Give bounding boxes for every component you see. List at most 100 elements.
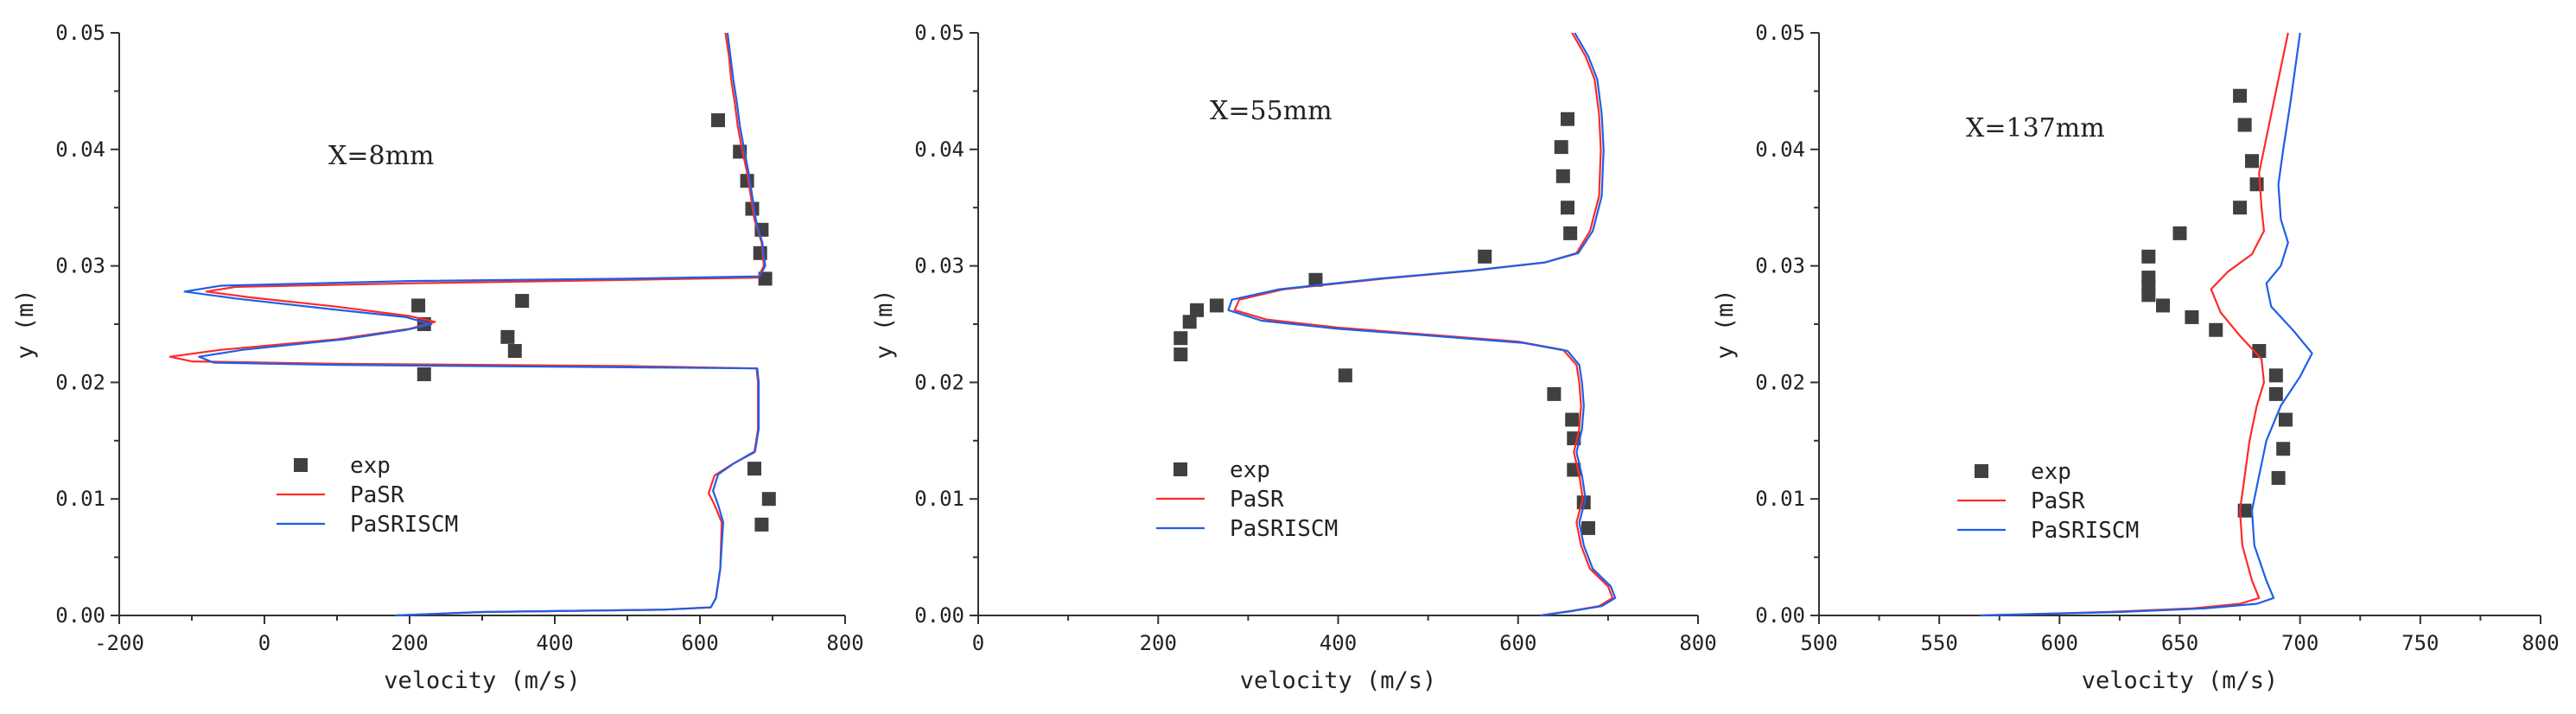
panel-annotation: X=137mm <box>1966 113 2105 143</box>
exp-point <box>711 113 725 128</box>
exp-point <box>1174 331 1188 346</box>
exp-point <box>761 492 776 507</box>
exp-point <box>1338 368 1352 383</box>
x-tick-label: 600 <box>2041 631 2078 655</box>
y-axis-title: y (m) <box>1712 289 1739 359</box>
exp-point <box>1190 303 1205 317</box>
legend-label-pasr: PaSR <box>2031 488 2085 514</box>
exp-point <box>2209 322 2223 337</box>
y-tick-label: 0.03 <box>914 254 964 278</box>
y-tick-label: 0.01 <box>55 487 105 511</box>
exp-point <box>2276 442 2291 456</box>
legend-label-pasriscm: PaSRISCM <box>2031 518 2139 544</box>
legend-label-exp: exp <box>1230 457 1270 483</box>
exp-point <box>1563 226 1578 240</box>
exp-point <box>1209 298 1224 313</box>
pasriscm-line <box>1980 32 2313 617</box>
x-tick-label: 650 <box>2161 631 2198 655</box>
exp-point <box>2141 288 2156 303</box>
chart-panel-2: 0 200 400 600 800 0.00 0.01 0.02 0.03 0.04 0.05 vel… <box>871 21 1717 694</box>
x-tick-label: 0 <box>258 631 270 655</box>
x-axis-title: velocity (m/s) <box>2082 667 2279 694</box>
exp-point <box>2268 368 2283 383</box>
exp-point <box>2245 154 2259 169</box>
pasr-line <box>1980 32 2289 617</box>
exp-point <box>507 344 522 359</box>
exp-point <box>2233 88 2248 103</box>
x-tick-label: 600 <box>1499 631 1536 655</box>
exp-point <box>754 517 769 532</box>
exp-point <box>1547 386 1562 401</box>
x-tick-label: 0 <box>972 631 984 655</box>
pasr-line <box>169 32 765 617</box>
series-exp <box>2141 88 2293 518</box>
pasriscm-line <box>1227 32 1617 617</box>
y-tick-label: 0.03 <box>1755 254 1805 278</box>
x-axis-title: velocity (m/s) <box>1240 667 1437 694</box>
y-tick-label: 0.01 <box>914 487 964 511</box>
x-tick-label: 400 <box>536 631 573 655</box>
exp-point <box>1581 520 1595 535</box>
legend: exp PaSR PaSRISCM <box>1957 459 2139 544</box>
exp-point <box>515 294 530 309</box>
legend-exp-marker <box>1975 464 1988 478</box>
series-exp <box>411 113 776 532</box>
exp-point <box>2278 412 2293 427</box>
y-tick-label: 0.02 <box>55 370 105 394</box>
exp-point <box>2237 118 2252 132</box>
x-tick-label: 200 <box>1140 631 1177 655</box>
legend-exp-marker <box>1174 462 1187 476</box>
exp-point <box>1478 249 1492 264</box>
exp-point <box>1308 272 1323 287</box>
exp-point <box>1561 201 1575 215</box>
y-tick-label: 0.04 <box>55 137 105 162</box>
legend-label-pasr: PaSR <box>1230 487 1284 513</box>
x-tick-label: 550 <box>1920 631 1957 655</box>
y-tick-label: 0.02 <box>1755 370 1805 394</box>
y-tick-label: 0.01 <box>1755 487 1805 511</box>
legend-label-pasr: PaSR <box>350 482 404 508</box>
x-tick-label: 800 <box>1679 631 1716 655</box>
y-tick-label: 0.04 <box>1755 137 1805 162</box>
y-tick-label: 0.00 <box>55 603 105 628</box>
legend-label-exp: exp <box>2031 459 2071 485</box>
x-tick-label: 500 <box>1800 631 1837 655</box>
series-pasriscm <box>1227 32 1617 617</box>
y-tick-label: 0.04 <box>914 137 964 162</box>
exp-point <box>500 329 515 344</box>
y-tick-label: 0.05 <box>1755 21 1805 45</box>
exp-point <box>1565 412 1580 427</box>
exp-point <box>1555 169 1570 183</box>
exp-point <box>747 462 761 476</box>
x-axis-title: velocity (m/s) <box>384 667 581 694</box>
exp-point <box>1182 315 1197 329</box>
x-tick-label: 800 <box>826 631 863 655</box>
y-tick-label: 0.03 <box>55 254 105 278</box>
legend: exp PaSR PaSRISCM <box>1156 457 1338 542</box>
exp-point <box>1174 347 1188 362</box>
x-tick-label: 200 <box>391 631 428 655</box>
exp-point <box>2249 177 2264 192</box>
pasriscm-line <box>183 32 766 617</box>
exp-point <box>2271 470 2286 485</box>
y-tick-label: 0.02 <box>914 370 964 394</box>
x-tick-label: 800 <box>2522 631 2559 655</box>
y-tick-label: 0.00 <box>914 603 964 628</box>
chart-panel-3: 500 550 600 650 700 750 800 0.00 0.01 0.02 0.03 0.0… <box>1712 21 2560 694</box>
x-tick-label: 600 <box>681 631 718 655</box>
exp-point <box>2252 344 2267 359</box>
series-pasr <box>1980 32 2289 617</box>
legend-exp-marker <box>294 458 308 472</box>
x-tick-label: -200 <box>94 631 144 655</box>
chart-panel-1: -200 0 200 400 600 800 0.00 0.01 0.02 0.03 0.04 0.0… <box>12 21 864 694</box>
exp-point <box>2268 386 2283 401</box>
exp-point <box>1561 112 1575 126</box>
series-pasriscm <box>1980 32 2313 617</box>
exp-point <box>1554 140 1568 155</box>
y-axis-title: y (m) <box>871 289 898 359</box>
y-axis-title: y (m) <box>12 289 39 359</box>
legend-label-pasriscm: PaSRISCM <box>1230 516 1338 542</box>
y-tick-label: 0.00 <box>1755 603 1805 628</box>
series-exp <box>1174 112 1595 535</box>
series-pasriscm <box>183 32 766 617</box>
